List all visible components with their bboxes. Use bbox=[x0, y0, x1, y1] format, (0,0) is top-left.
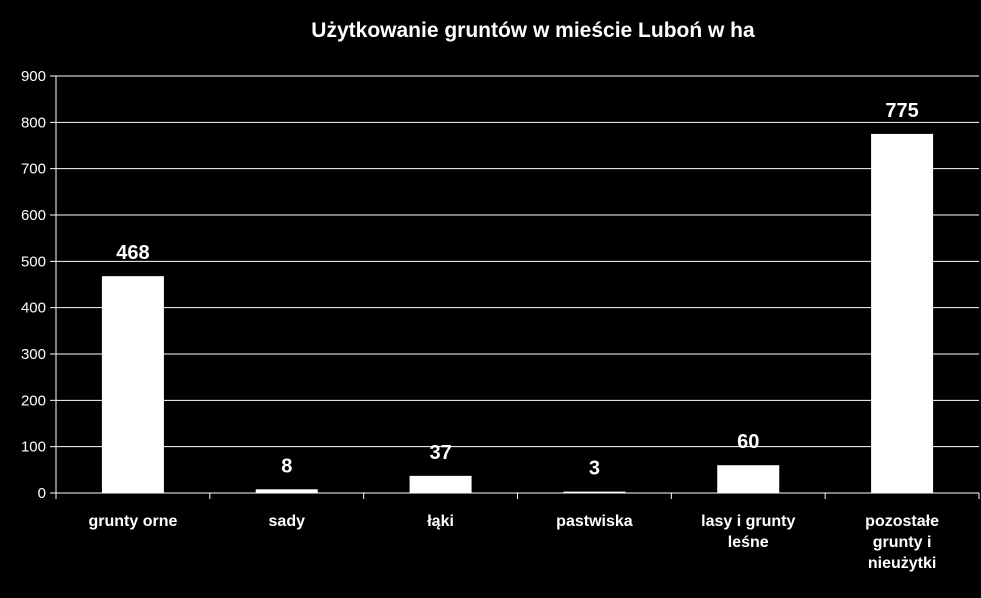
x-tick-label: lasy i grunty leśne bbox=[701, 513, 795, 551]
y-tick-label: 400 bbox=[21, 300, 46, 317]
data-label: 8 bbox=[281, 455, 292, 477]
x-tick-label: pastwiska bbox=[556, 513, 633, 530]
axes bbox=[50, 75, 980, 499]
x-tick-label: pozostałe grunty i nieużytki bbox=[865, 513, 939, 572]
bars bbox=[101, 133, 934, 493]
chart-title: Użytkowanie gruntów w mieście Luboń w ha bbox=[311, 19, 755, 42]
x-tick-label: grunty orne bbox=[88, 513, 177, 530]
x-tick-label: łąki bbox=[427, 513, 454, 530]
data-label: 3 bbox=[589, 458, 600, 480]
bar bbox=[101, 276, 164, 493]
y-tick-label: 0 bbox=[38, 485, 46, 502]
y-tick-label: 200 bbox=[21, 392, 46, 409]
data-labels: 468 8 37 3 60 775 bbox=[116, 100, 919, 480]
y-tick-label: 100 bbox=[21, 439, 46, 456]
grid-lines bbox=[56, 75, 979, 448]
data-label: 775 bbox=[885, 100, 918, 122]
y-tick-label: 700 bbox=[21, 161, 46, 178]
bar bbox=[871, 133, 934, 493]
y-tick-label: 900 bbox=[21, 68, 46, 85]
x-axis-tick-labels: grunty orne sady łąki pastwiska lasy i grunt… bbox=[88, 513, 939, 572]
y-tick-label: 600 bbox=[21, 207, 46, 224]
y-tick-label: 500 bbox=[21, 253, 46, 270]
data-label: 60 bbox=[737, 431, 759, 453]
bar bbox=[255, 489, 318, 493]
x-tick-label: sady bbox=[269, 513, 306, 530]
y-tick-label: 800 bbox=[21, 114, 46, 131]
y-tick-label: 300 bbox=[21, 346, 46, 363]
bar bbox=[409, 475, 472, 493]
y-axis-tick-labels: 0 100 200 300 400 500 600 700 800 900 bbox=[21, 68, 46, 502]
bar bbox=[563, 491, 626, 493]
data-label: 468 bbox=[116, 242, 149, 264]
bar bbox=[717, 465, 780, 493]
data-label: 37 bbox=[429, 442, 451, 464]
